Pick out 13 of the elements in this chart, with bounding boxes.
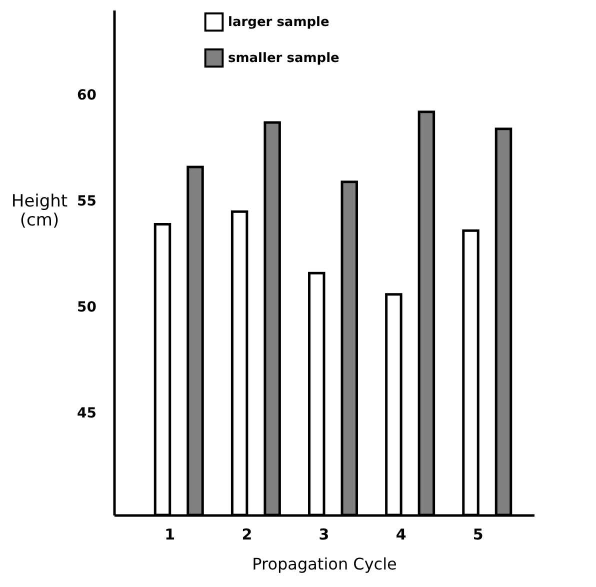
y-tick-label: 45	[77, 406, 96, 422]
y-tick-label: 55	[77, 193, 96, 210]
legend-label: larger sample	[228, 15, 330, 30]
x-tick-label: 5	[472, 526, 484, 544]
y-tick-label: 50	[77, 300, 97, 316]
y-tick-label: 60	[77, 87, 97, 104]
x-axis-title: Propagation Cycle	[252, 554, 397, 574]
x-tick-label: 3	[318, 526, 330, 544]
legend-label: smaller sample	[228, 51, 340, 66]
x-tick-label: 4	[396, 526, 406, 544]
x-tick-label: 2	[242, 526, 252, 544]
x-tick-label: 1	[164, 526, 176, 544]
y-axis-title: Height (cm)	[11, 192, 68, 230]
